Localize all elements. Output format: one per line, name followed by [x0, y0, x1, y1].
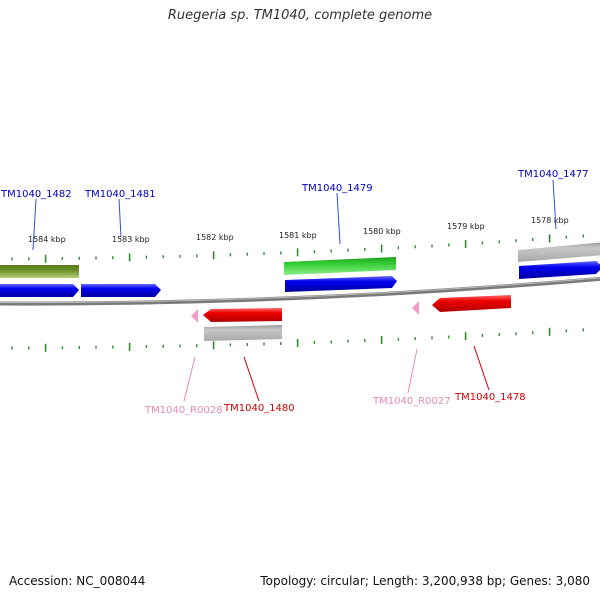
scale-label: 1584 kbp — [28, 235, 66, 244]
gene-label-TM1040_1480[interactable]: TM1040_1480 — [223, 403, 295, 414]
gene-label-TM1040_1479[interactable]: TM1040_1479 — [301, 183, 373, 194]
scale-label: 1582 kbp — [196, 233, 234, 242]
scale-labels: 1584 kbp 1583 kbp 1582 kbp 1581 kbp 1580… — [28, 216, 569, 244]
genome-title: Ruegeria sp. TM1040, complete genome — [167, 8, 433, 23]
gene-label-TM1040_1482[interactable]: TM1040_1482 — [0, 189, 72, 200]
gene-arrow-TM1040_1480[interactable] — [203, 308, 282, 322]
gene-arrow-TM1040_1477[interactable] — [519, 261, 600, 279]
gene-labels: TM1040_1482 TM1040_1481 TM1040_1479 TM10… — [0, 169, 589, 416]
genome-backbone — [0, 276, 600, 306]
lower-tick-row — [11, 327, 584, 352]
gene-arrow-TM1040_1478[interactable] — [432, 295, 511, 312]
scale-label: 1583 kbp — [112, 235, 150, 244]
gene-label-TM1040_R0028[interactable]: TM1040_R0028 — [144, 405, 223, 416]
feature-bar-green[interactable] — [284, 257, 396, 275]
gene-arrow-TM1040_R0028[interactable] — [191, 309, 198, 323]
gene-label-TM1040_1477[interactable]: TM1040_1477 — [517, 169, 589, 180]
scale-label: 1579 kbp — [447, 222, 485, 231]
gene-label-TM1040_1478[interactable]: TM1040_1478 — [454, 392, 526, 403]
leader-lines — [32, 179, 557, 402]
scale-label: 1581 kbp — [279, 231, 317, 240]
gene-label-TM1040_R0027[interactable]: TM1040_R0027 — [372, 396, 451, 407]
feature-bar-gray-upper[interactable] — [518, 242, 600, 262]
upper-tick-row — [11, 234, 584, 263]
gene-label-TM1040_1481[interactable]: TM1040_1481 — [84, 189, 156, 200]
gene-arrow-TM1040_R0027[interactable] — [412, 301, 419, 315]
gene-arrow-TM1040_1479[interactable] — [285, 276, 397, 292]
gene-arrow-TM1040_1482[interactable] — [0, 284, 79, 297]
feature-bar-olive[interactable] — [0, 265, 79, 278]
scale-label: 1580 kbp — [363, 227, 401, 236]
feature-bar-gray-lower[interactable] — [204, 325, 282, 341]
gene-arrow-TM1040_1481[interactable] — [81, 284, 161, 297]
genome-info-label: Topology: circular; Length: 3,200,938 bp… — [260, 574, 590, 588]
scale-label: 1578 kbp — [531, 216, 569, 225]
accession-label: Accession: NC_008044 — [9, 574, 146, 588]
